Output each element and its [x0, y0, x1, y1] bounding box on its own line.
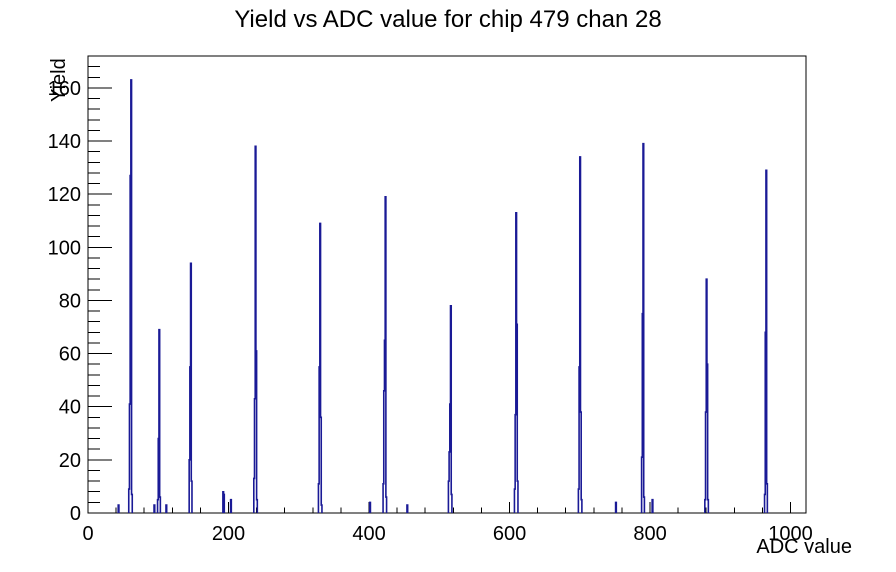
- y-tick-label: 0: [70, 503, 81, 525]
- y-tick-label: 20: [59, 450, 81, 472]
- histogram-spike: [640, 142, 646, 513]
- x-tick-label: 800: [633, 523, 666, 545]
- y-tick-label: 40: [59, 397, 81, 419]
- plot-frame: [87, 55, 807, 514]
- histogram-spike: [651, 498, 654, 513]
- y-tick-label: 120: [48, 184, 81, 206]
- histogram-spike: [253, 145, 259, 513]
- histogram-spike: [368, 501, 372, 513]
- histogram-spike: [577, 156, 583, 513]
- x-tick-label: 200: [212, 523, 245, 545]
- y-tick-label: 160: [48, 78, 81, 100]
- histogram-spike: [382, 196, 388, 513]
- histogram-spike: [127, 79, 134, 513]
- histogram-spike: [156, 328, 162, 513]
- x-tick-label: 400: [352, 523, 385, 545]
- histogram-spike: [117, 504, 120, 513]
- x-tick-label: 600: [493, 523, 526, 545]
- histogram-spike: [317, 222, 323, 513]
- x-axis-title: ADC value: [756, 536, 852, 558]
- histogram-spike: [153, 504, 156, 513]
- y-tick-label: 100: [48, 237, 81, 259]
- y-tick-label: 140: [48, 131, 81, 153]
- histogram-spike: [513, 211, 519, 513]
- y-tick-label: 60: [59, 344, 81, 366]
- histogram-spike: [763, 169, 769, 513]
- x-tick-label: 0: [82, 523, 93, 545]
- chart-title: Yield vs ADC value for chip 479 chan 28: [234, 6, 662, 33]
- histogram-spike: [188, 262, 193, 513]
- x-tick-label: 1000: [768, 523, 813, 545]
- histogram-spike: [614, 501, 618, 513]
- histogram-spike: [222, 490, 226, 513]
- histogram-spike: [447, 304, 453, 513]
- histogram-spike: [406, 504, 409, 513]
- y-tick-label: 80: [59, 290, 81, 312]
- histogram-spike: [229, 498, 233, 513]
- histogram-spike: [704, 278, 710, 513]
- histogram-spike: [165, 504, 168, 513]
